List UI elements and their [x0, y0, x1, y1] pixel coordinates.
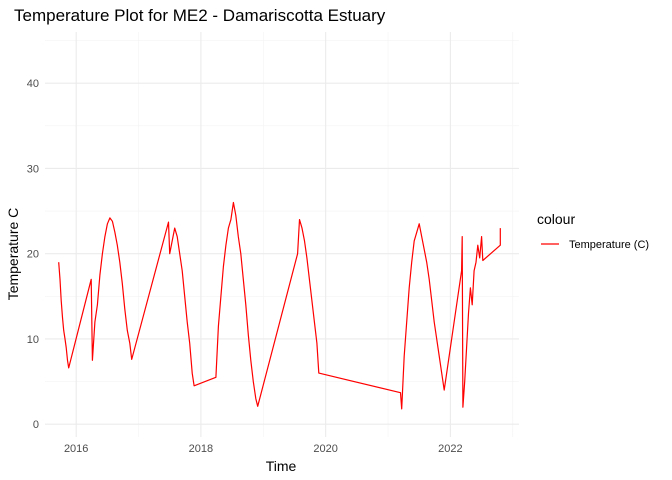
x-axis-ticks: 2016 2018 2020 2022	[64, 443, 463, 455]
grid	[45, 32, 519, 437]
x-tick-label: 2018	[189, 443, 213, 455]
y-axis-ticks: 0 10 20 30 40	[27, 78, 39, 431]
x-axis-label: Time	[266, 458, 297, 474]
chart-title: Temperature Plot for ME2 - Damariscotta …	[14, 6, 386, 25]
x-tick-label: 2022	[438, 443, 462, 455]
y-tick-label: 40	[27, 78, 39, 90]
series-line-temperature	[58, 201, 501, 410]
x-tick-label: 2020	[313, 443, 337, 455]
legend-title: colour	[537, 211, 575, 227]
series-lines	[58, 201, 501, 410]
y-axis-label: Temperature C	[5, 208, 21, 301]
y-tick-label: 20	[27, 249, 39, 261]
y-tick-label: 0	[33, 419, 39, 431]
legend-entry-label: Temperature (C)	[569, 239, 649, 251]
y-tick-label: 30	[27, 163, 39, 175]
legend: colour Temperature (C)	[537, 211, 649, 251]
y-tick-label: 10	[27, 334, 39, 346]
x-tick-label: 2016	[64, 443, 88, 455]
